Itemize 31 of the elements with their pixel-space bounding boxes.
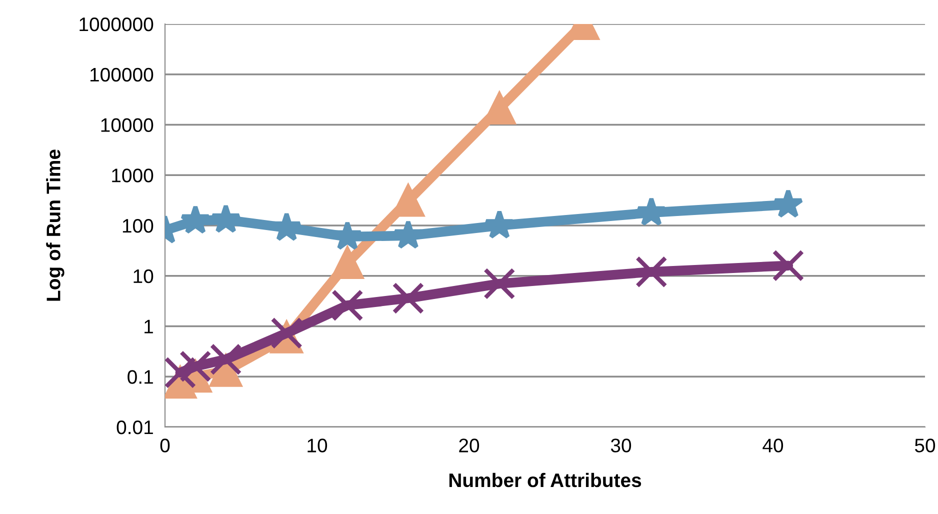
y-axis-title: Log of Run Time	[46, 150, 64, 301]
point	[392, 282, 424, 314]
point	[331, 289, 364, 322]
y-tick-label: 0.01	[116, 420, 153, 434]
point	[483, 268, 516, 300]
point	[210, 343, 242, 376]
y-tick-label: 1000	[112, 168, 154, 182]
x-tick-label: 0	[160, 438, 170, 452]
y-tick-label: 1000000	[80, 17, 154, 32]
y-tick-label: 0.1	[128, 370, 153, 384]
x-tick-label: 40	[762, 438, 784, 452]
point	[635, 256, 668, 288]
point	[165, 356, 196, 389]
point	[210, 204, 242, 234]
point	[772, 250, 804, 282]
point	[179, 350, 212, 382]
x-axis-title: Number of Attributes	[449, 472, 642, 488]
point	[392, 220, 424, 249]
y-tick-label: 1	[144, 320, 153, 334]
point	[484, 210, 515, 239]
y-tick-label: 100000	[90, 68, 154, 82]
x-tick-label: 30	[610, 438, 632, 452]
x-tick-label: 20	[459, 438, 480, 452]
y-tick-label: 100	[122, 218, 154, 233]
y-tick-label: 10000	[101, 118, 154, 132]
point	[180, 204, 211, 234]
point	[636, 196, 667, 226]
y-tick-label: 10	[134, 269, 154, 284]
x-tick-label: 50	[914, 438, 936, 452]
x-tick-label: 10	[308, 438, 328, 452]
point	[772, 188, 804, 218]
